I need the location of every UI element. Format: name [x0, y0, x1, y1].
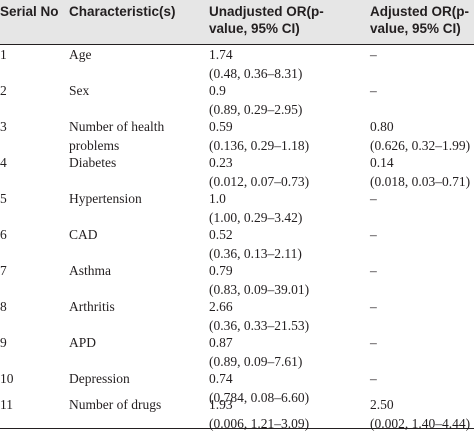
header-unadjusted-or: Unadjusted OR(p-value, 95% CI)	[209, 4, 324, 36]
unadjusted-or-cell: 0.9 (0.89, 0.29–2.95)	[209, 81, 302, 119]
adjusted-or-value: –	[370, 335, 377, 350]
unadjusted-or-value: 1.74	[209, 47, 233, 62]
table-bottom-rule	[0, 428, 474, 429]
characteristic-cell: Age	[69, 47, 92, 62]
adjusted-or-cell: 2.50 (0.002, 1.40–4.44)	[370, 395, 470, 433]
serial-no-cell: 8	[0, 299, 7, 314]
unadjusted-or-cell: 0.87 (0.89, 0.09–7.61)	[209, 333, 302, 371]
characteristic-cell: Sex	[69, 83, 90, 98]
header-serial-no: Serial No	[0, 4, 59, 19]
unadjusted-or-ci: (0.36, 0.13–2.11)	[209, 246, 302, 261]
unadjusted-or-cell: 1.93 (0.006, 1.21–3.09)	[209, 395, 309, 433]
unadjusted-or-cell: 0.52 (0.36, 0.13–2.11)	[209, 225, 302, 263]
characteristic-cell: CAD	[69, 227, 98, 242]
unadjusted-or-value: 0.87	[209, 335, 233, 350]
characteristic-cell: Diabetes	[69, 155, 117, 170]
adjusted-or-value: –	[370, 227, 377, 242]
adjusted-or-cell: –	[370, 297, 377, 316]
unadjusted-or-cell: 0.23 (0.012, 0.07–0.73)	[209, 153, 309, 191]
serial-no-cell: 7	[0, 263, 7, 278]
unadjusted-or-value: 2.66	[209, 299, 233, 314]
unadjusted-or-ci: (0.784, 0.08–6.60)	[209, 390, 310, 405]
header-adjusted-or: Adjusted OR(p-value, 95% CI)	[370, 4, 469, 36]
serial-no-cell: 9	[0, 335, 7, 350]
unadjusted-or-value: 0.23	[209, 155, 233, 170]
adjusted-or-value: –	[370, 263, 377, 278]
unadjusted-or-ci: (0.89, 0.29–2.95)	[209, 102, 303, 117]
adjusted-or-ci: (0.002, 1.40–4.44)	[370, 416, 471, 431]
unadjusted-or-value: 0.9	[209, 83, 226, 98]
adjusted-or-cell: –	[370, 45, 377, 64]
adjusted-or-value: –	[370, 371, 377, 386]
serial-no-cell: 4	[0, 155, 7, 170]
serial-no-cell: 1	[0, 47, 7, 62]
characteristic-cell: APD	[69, 335, 97, 350]
adjusted-or-value: –	[370, 47, 377, 62]
serial-no-cell: 10	[0, 371, 14, 386]
adjusted-or-value: –	[370, 83, 377, 98]
adjusted-or-ci: (0.626, 0.32–1.99)	[370, 138, 471, 153]
unadjusted-or-value: 0.52	[209, 227, 233, 242]
characteristic-cell: Asthma	[69, 263, 111, 278]
characteristic-cell: Arthritis	[69, 299, 115, 314]
serial-no-cell: 6	[0, 227, 7, 242]
adjusted-or-cell: 0.14 (0.018, 0.03–0.71)	[370, 153, 470, 191]
unadjusted-or-value: 0.59	[209, 119, 233, 134]
adjusted-or-value: 0.80	[370, 119, 394, 134]
unadjusted-or-value: 0.74	[209, 371, 233, 386]
characteristic-cell: Number of health problems	[69, 119, 165, 153]
unadjusted-or-ci: (0.89, 0.09–7.61)	[209, 354, 303, 369]
adjusted-or-value: 2.50	[370, 397, 394, 412]
adjusted-or-cell: –	[370, 189, 377, 208]
unadjusted-or-ci: (0.006, 1.21–3.09)	[209, 416, 310, 431]
unadjusted-or-cell: 0.74 (0.784, 0.08–6.60)	[209, 369, 309, 407]
adjusted-or-cell: –	[370, 369, 377, 388]
unadjusted-or-cell: 1.74 (0.48, 0.36–8.31)	[209, 45, 302, 83]
unadjusted-or-cell: 0.59 (0.136, 0.29–1.18)	[209, 117, 309, 155]
unadjusted-or-cell: 2.66 (0.36, 0.33–21.53)	[209, 297, 309, 335]
unadjusted-or-ci: (0.48, 0.36–8.31)	[209, 66, 303, 81]
characteristic-cell: Hypertension	[69, 191, 142, 206]
adjusted-or-cell: 0.80 (0.626, 0.32–1.99)	[370, 117, 470, 155]
adjusted-or-cell: –	[370, 81, 377, 100]
serial-no-cell: 3	[0, 119, 7, 134]
adjusted-or-value: –	[370, 299, 377, 314]
adjusted-or-value: 0.14	[370, 155, 394, 170]
characteristic-cell: Number of drugs	[69, 397, 162, 412]
unadjusted-or-cell: 1.0 (1.00, 0.29–3.42)	[209, 189, 302, 227]
header-characteristics: Characteristic(s)	[69, 4, 176, 19]
unadjusted-or-value: 0.79	[209, 263, 233, 278]
table-header: Serial No Characteristic(s) Unadjusted O…	[0, 0, 474, 45]
serial-no-cell: 5	[0, 191, 7, 206]
unadjusted-or-ci: (0.36, 0.33–21.53)	[209, 318, 310, 333]
adjusted-or-cell: –	[370, 225, 377, 244]
adjusted-or-cell: –	[370, 261, 377, 280]
unadjusted-or-value: 1.93	[209, 397, 233, 412]
unadjusted-or-ci: (0.012, 0.07–0.73)	[209, 174, 310, 189]
adjusted-or-ci: (0.018, 0.03–0.71)	[370, 174, 471, 189]
characteristic-cell: Depression	[69, 371, 130, 386]
unadjusted-or-cell: 0.79 (0.83, 0.09–39.01)	[209, 261, 309, 299]
unadjusted-or-ci: (1.00, 0.29–3.42)	[209, 210, 303, 225]
serial-no-cell: 11	[0, 397, 13, 412]
unadjusted-or-ci: (0.136, 0.29–1.18)	[209, 138, 310, 153]
serial-no-cell: 2	[0, 83, 7, 98]
adjusted-or-value: –	[370, 191, 377, 206]
adjusted-or-cell: –	[370, 333, 377, 352]
unadjusted-or-ci: (0.83, 0.09–39.01)	[209, 282, 310, 297]
unadjusted-or-value: 1.0	[209, 191, 226, 206]
